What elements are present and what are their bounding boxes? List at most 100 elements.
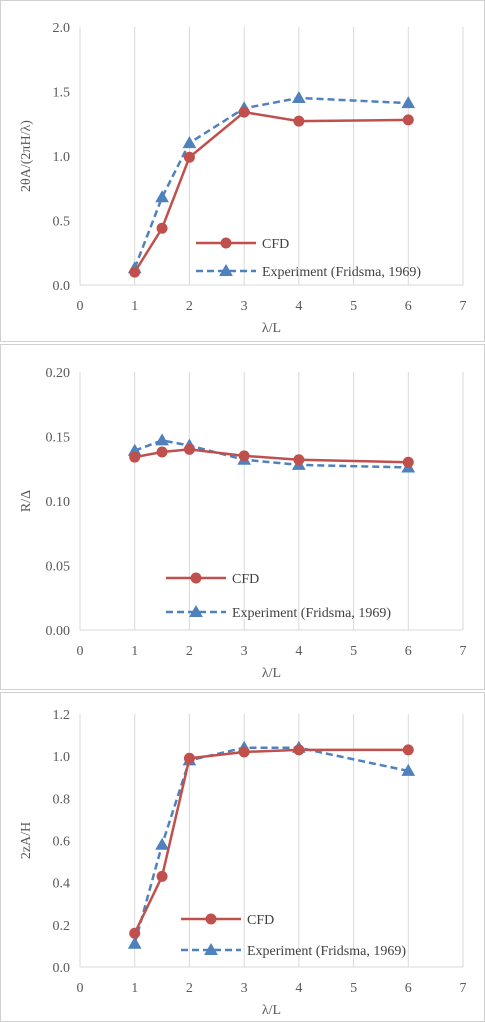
experiment-point: [182, 136, 197, 149]
y-axis-title: R/Δ: [19, 490, 34, 512]
experiment-point: [155, 190, 169, 203]
x-axis-title: λ/L: [262, 1003, 281, 1018]
x-tick-label: 6: [405, 299, 412, 314]
legend-experiment-label: Experiment (Fridsma, 1969): [232, 606, 391, 621]
legend-experiment-marker: [219, 263, 233, 276]
experiment-line: [133, 96, 409, 269]
chart-panel-pitch: 0 1 2 3 4 5 6 7 0.0 0.5 1.0 1.5 2.0 λ/L 2θA/(2πH/λ) CFD…: [0, 0, 485, 342]
x-tick-label: 4: [295, 981, 302, 996]
experiment-line: [133, 746, 409, 945]
legend-cfd-label: CFD: [262, 237, 289, 252]
x-tick-label: 3: [241, 299, 248, 314]
y-tick-label: 1.2: [53, 708, 71, 723]
panel-border: [0, 0, 485, 342]
legend-cfd-marker: [220, 237, 232, 249]
legend: CFD Experiment (Fridsma, 1969): [196, 237, 421, 280]
experiment-point: [127, 936, 142, 949]
x-tick-label: 4: [295, 644, 302, 659]
cfd-line: [133, 110, 409, 273]
cfd-point: [402, 114, 414, 126]
x-tick-label: 2: [186, 299, 193, 314]
x-axis-title: λ/L: [262, 666, 281, 681]
cfd-line: [133, 748, 409, 934]
x-tick-label: 5: [350, 644, 357, 659]
cfd-point: [156, 222, 168, 234]
experiment-point: [401, 96, 416, 109]
cfd-point: [402, 456, 414, 468]
x-tick-label: 1: [131, 299, 138, 314]
x-tick-label: 4: [295, 299, 302, 314]
experiment-point: [155, 837, 169, 850]
x-tick-label: 7: [460, 981, 467, 996]
y-tick-label: 1.5: [53, 86, 71, 101]
legend-experiment-label: Experiment (Fridsma, 1969): [262, 265, 421, 280]
cfd-point: [129, 266, 141, 278]
cfd-point: [183, 752, 195, 764]
x-tick-label: 2: [186, 981, 193, 996]
cfd-point: [183, 443, 195, 455]
experiment-point: [155, 433, 169, 446]
y-tick-label: 0.5: [53, 215, 71, 230]
cfd-point: [293, 454, 305, 466]
x-tick-label: 6: [405, 644, 412, 659]
cfd-series: [129, 744, 414, 939]
x-tick-label: 0: [77, 644, 84, 659]
chart-panel-resistance: 0 1 2 3 4 5 6 7 0.00 0.05 0.10 0.15 0.20 λ/L R/Δ CFD Exp…: [0, 344, 485, 690]
legend-experiment-marker: [189, 604, 203, 617]
legend-experiment-marker: [204, 942, 218, 955]
y-tick-label: 0.20: [46, 366, 71, 381]
y-tick-label: 0.10: [46, 495, 71, 510]
panel-border: [0, 692, 485, 1022]
y-tick-label: 0.0: [53, 961, 71, 976]
cfd-point: [183, 151, 195, 163]
y-tick-label: 1.0: [53, 150, 71, 165]
x-tick-label: 1: [131, 644, 138, 659]
y-tick-label: 0.15: [46, 431, 71, 446]
legend-cfd-marker: [190, 572, 202, 584]
legend-experiment-label: Experiment (Fridsma, 1969): [247, 944, 406, 959]
x-tick-label: 1: [131, 981, 138, 996]
x-tick-label: 0: [77, 981, 84, 996]
pitch-chart: 0 1 2 3 4 5 6 7 0.0 0.5 1.0 1.5 2.0 λ/L 2θA/(2πH/λ) CFD…: [0, 0, 485, 342]
y-axis-title: 2θA/(2πH/λ): [19, 120, 34, 192]
experiment-series: [127, 433, 416, 473]
y-tick-label: 0.0: [53, 279, 71, 294]
y-tick-label: 0.2: [53, 919, 71, 934]
y-tick-label: 0.05: [46, 560, 71, 575]
cfd-point: [402, 744, 414, 756]
cfd-point: [156, 870, 168, 882]
experiment-point: [401, 763, 416, 776]
x-tick-label: 6: [405, 981, 412, 996]
cfd-point: [129, 451, 141, 463]
x-tick-label: 0: [77, 299, 84, 314]
y-axis-title: 2zA/H: [19, 822, 34, 859]
y-tick-label: 1.0: [53, 750, 71, 765]
x-tick-label: 7: [460, 299, 467, 314]
legend: CFD Experiment (Fridsma, 1969): [181, 913, 406, 959]
cfd-series: [129, 443, 414, 468]
y-tick-label: 2.0: [53, 21, 71, 36]
cfd-line: [134, 448, 409, 464]
y-tick-label: 0.00: [46, 624, 71, 639]
x-axis-title: λ/L: [262, 321, 281, 336]
x-tick-label: 3: [241, 644, 248, 659]
chart-panel-heave: 0 1 2 3 4 5 6 7 0.0 0.2 0.4 0.6 0.8 1.0 1.2 λ/L 2zA/H CFD…: [0, 692, 485, 1022]
experiment-point: [291, 90, 306, 103]
legend: CFD Experiment (Fridsma, 1969): [166, 572, 391, 621]
resistance-chart: 0 1 2 3 4 5 6 7 0.00 0.05 0.10 0.15 0.20 λ/L R/Δ CFD Exp…: [0, 344, 485, 690]
cfd-point: [129, 927, 141, 939]
heave-chart: 0 1 2 3 4 5 6 7 0.0 0.2 0.4 0.6 0.8 1.0 1.2 λ/L 2zA/H CFD…: [0, 692, 485, 1022]
cfd-point: [156, 446, 168, 458]
y-tick-label: 0.8: [53, 792, 71, 807]
y-tick-label: 0.6: [53, 835, 71, 850]
cfd-point: [238, 106, 250, 118]
x-tick-label: 3: [241, 981, 248, 996]
x-tick-label: 5: [350, 299, 357, 314]
cfd-point: [238, 746, 250, 758]
x-tick-label: 2: [186, 644, 193, 659]
legend-cfd-label: CFD: [232, 572, 259, 587]
legend-cfd-marker: [205, 913, 217, 925]
legend-cfd-label: CFD: [247, 913, 274, 928]
cfd-point: [293, 115, 305, 127]
experiment-line: [134, 439, 409, 469]
